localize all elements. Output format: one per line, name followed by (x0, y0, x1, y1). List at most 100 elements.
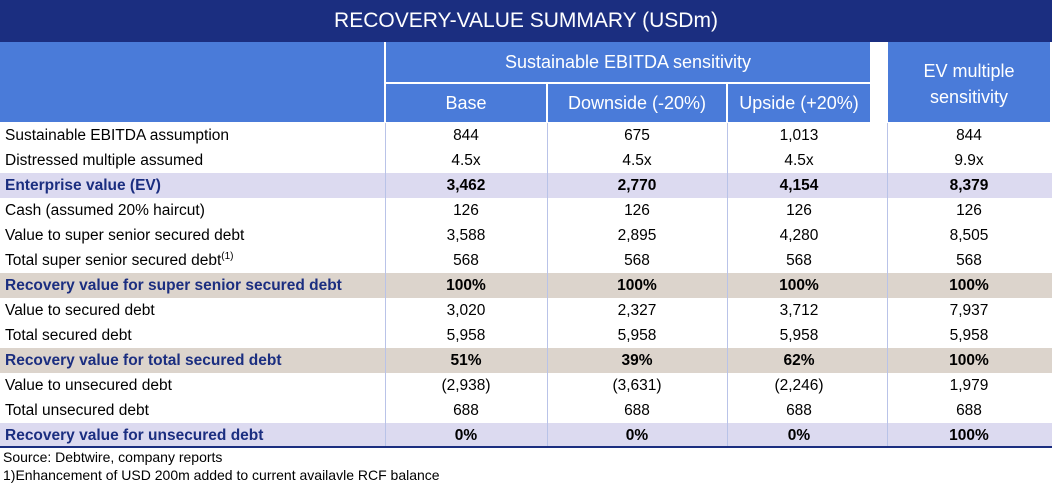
table-cell: 126 (453, 202, 479, 219)
table-cell: 568 (624, 252, 650, 269)
table-cell: 9.9x (954, 152, 984, 169)
table-cell: 2,895 (617, 227, 657, 244)
table-cell: 688 (956, 402, 982, 419)
table-cell: 5,958 (617, 327, 657, 344)
table-row: Recovery value for super senior secured … (0, 273, 1052, 298)
table-cell: 675 (624, 127, 650, 144)
table-row: Recovery value for total secured debt 51%… (0, 348, 1052, 373)
row-label: Recovery value for unsecured debt (5, 423, 263, 448)
row-label-text: Cash (assumed 20% haircut) (5, 202, 205, 219)
table-cell: 5,958 (446, 327, 486, 344)
table-cell: 4.5x (784, 152, 814, 169)
header-ebitda-sensitivity: Sustainable EBITDA sensitivity (386, 42, 870, 82)
row-label: Cash (assumed 20% haircut) (5, 198, 205, 223)
table-cell: 0% (454, 427, 478, 444)
header-base: Base (386, 84, 546, 122)
row-label: Value to unsecured debt (5, 373, 172, 398)
table-row: Total secured debt 5,958 5,958 5,958 5,958 (0, 323, 1052, 348)
row-label: Enterprise value (EV) (5, 173, 161, 198)
table-cell: 126 (956, 202, 982, 219)
row-label: Recovery value for super senior secured … (5, 273, 342, 298)
table-cell: 688 (624, 402, 650, 419)
table-body: Sustainable EBITDA assumption 844 675 1,013… (0, 123, 1052, 448)
table-cell: 4.5x (451, 152, 481, 169)
table-cell: 4,154 (779, 177, 819, 194)
row-label: Total unsecured debt (5, 398, 149, 423)
header-blank-cell (0, 42, 384, 122)
table-cell: 568 (453, 252, 479, 269)
table-cell: 100% (949, 277, 989, 294)
table-row: Distressed multiple assumed 4.5x 4.5x 4.5x 9… (0, 148, 1052, 173)
row-label-text: Recovery value for total secured debt (5, 352, 282, 369)
column-divider (385, 123, 386, 446)
table-cell: (2,938) (441, 377, 491, 394)
table-footer: Source: Debtwire, company reports 1)Enha… (3, 448, 440, 484)
table-cell: 688 (453, 402, 479, 419)
footnote: 1)Enhancement of USD 200m added to curre… (3, 467, 440, 483)
table-cell: 2,770 (617, 177, 657, 194)
table-row: Recovery value for unsecured debt 0% 0% 0% 1… (0, 423, 1052, 448)
table-cell: 7,937 (949, 302, 989, 319)
table-cell: 39% (621, 352, 653, 369)
row-label-text: Sustainable EBITDA assumption (5, 127, 230, 144)
row-label: Value to super senior secured debt (5, 223, 244, 248)
table-cell: 126 (624, 202, 650, 219)
row-label: Total super senior secured debt(1) (5, 248, 234, 273)
row-label: Total secured debt (5, 323, 132, 348)
row-label-text: Value to secured debt (5, 302, 155, 319)
row-label: Distressed multiple assumed (5, 148, 203, 173)
row-label-text: Distressed multiple assumed (5, 152, 204, 169)
table-cell: 100% (779, 277, 819, 294)
row-label: Sustainable EBITDA assumption (5, 123, 229, 148)
table-row: Value to unsecured debt (2,938) (3,631) (2,… (0, 373, 1052, 398)
header-upside: Upside (+20%) (728, 84, 870, 122)
table-row: Total unsecured debt 688 688 688 688 (0, 398, 1052, 423)
table-row: Total super senior secured debt(1) 568 568… (0, 248, 1052, 273)
table-cell: 62% (783, 352, 815, 369)
table-cell: 3,462 (446, 177, 486, 194)
table-cell: 1,979 (949, 377, 989, 394)
table-cell: 568 (786, 252, 812, 269)
row-label-text: Value to super senior secured debt (5, 227, 245, 244)
table-row: Sustainable EBITDA assumption 844 675 1,013… (0, 123, 1052, 148)
row-label-text: Total secured debt (5, 327, 132, 344)
column-divider (887, 123, 888, 446)
table-row: Cash (assumed 20% haircut) 126 126 126 126 (0, 198, 1052, 223)
table-cell: 3,020 (446, 302, 486, 319)
footnote-marker: (1) (221, 251, 234, 262)
table-cell: 844 (956, 127, 982, 144)
table-cell: 2,327 (617, 302, 657, 319)
table-row: Value to super senior secured debt 3,588 2… (0, 223, 1052, 248)
table-cell: 100% (446, 277, 486, 294)
row-label-text: Value to unsecured debt (5, 377, 172, 394)
table-cell: (2,246) (774, 377, 824, 394)
table-cell: 568 (956, 252, 982, 269)
header-downside: Downside (-20%) (548, 84, 726, 122)
table-cell: 100% (949, 427, 989, 444)
row-label-text: Recovery value for unsecured debt (5, 427, 264, 444)
table-cell: 3,588 (446, 227, 486, 244)
table-cell: 3,712 (779, 302, 819, 319)
row-label-text: Total super senior secured debt (5, 252, 222, 269)
table-cell: 100% (949, 352, 989, 369)
row-label: Value to secured debt (5, 298, 155, 323)
table-cell: 1,013 (779, 127, 819, 144)
row-label: Recovery value for total secured debt (5, 348, 282, 373)
table-title: RECOVERY-VALUE SUMMARY (USDm) (0, 0, 1052, 42)
table-row: Value to secured debt 3,020 2,327 3,712 7,93… (0, 298, 1052, 323)
row-label-text: Enterprise value (EV) (5, 177, 161, 194)
table-cell: 4,280 (779, 227, 819, 244)
table-cell: (3,631) (612, 377, 662, 394)
table-cell: 126 (786, 202, 812, 219)
table-cell: 51% (450, 352, 482, 369)
row-label-text: Total unsecured debt (5, 402, 149, 419)
table-row: Enterprise value (EV) 3,462 2,770 4,154 8,37… (0, 173, 1052, 198)
table-cell: 5,958 (949, 327, 989, 344)
source-note: Source: Debtwire, company reports (3, 449, 223, 465)
table-header: Sustainable EBITDA sensitivity Base Down… (0, 42, 1052, 122)
table-cell: 8,505 (949, 227, 989, 244)
table-cell: 5,958 (779, 327, 819, 344)
column-divider (727, 123, 728, 446)
table-cell: 688 (786, 402, 812, 419)
table-cell: 100% (617, 277, 657, 294)
